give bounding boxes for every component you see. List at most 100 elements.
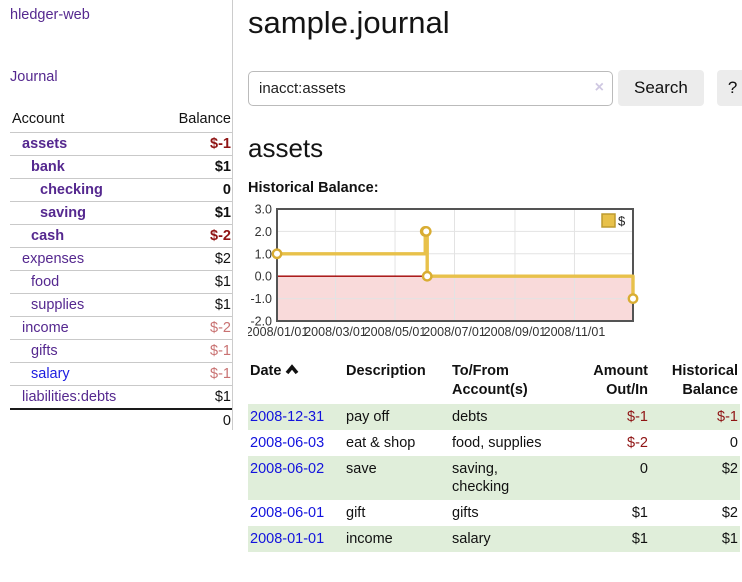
transaction-row: 2008-06-01 gift gifts $1 $2 [248,500,740,526]
y-tick-label: -1.0 [250,292,272,306]
account-row: assets $-1 [10,132,232,156]
transaction-date-cell: 2008-06-01 [248,500,344,526]
historical-balance-chart: $3.0 2.0 1.0 0.0 -1.0 -2.0 2008/01/01 2008/03/0… [246,201,742,343]
transaction-balance: 0 [729,435,738,451]
account-balance: $1 [155,270,232,294]
transaction-amount: 0 [639,461,648,477]
help-button[interactable]: ? [716,70,742,106]
register-col-description: Description [346,363,426,379]
account-link[interactable]: gifts [31,343,58,359]
account-link[interactable]: liabilities:debts [22,389,117,405]
account-row: salary $-1 [10,362,232,386]
search-form: × Search ? [248,70,742,106]
transaction-description: income [346,531,393,547]
account-row: expenses $2 [10,247,232,271]
accounts-total-row: 0 [10,408,232,432]
account-row: bank $1 [10,155,232,179]
account-link[interactable]: assets [22,136,68,152]
register-col-date[interactable]: Date [248,360,344,404]
transaction-accounts: saving, checking [452,461,510,495]
account-row: cash $-2 [10,224,232,248]
y-tick-label: 2.0 [255,225,272,239]
register-header-row: Date Description To/From Account(s) Amount … [248,360,740,404]
y-tick-label: 0.0 [255,270,272,284]
search-input[interactable] [248,70,613,106]
account-balance: 0 [155,178,232,202]
account-row: income $-2 [10,316,232,340]
transaction-date-cell: 2008-01-01 [248,526,344,552]
transaction-date-link[interactable]: 2008-01-01 [250,531,325,547]
register-col-amount: Amount Out/In [593,363,648,398]
transaction-date-link[interactable]: 2008-06-01 [250,505,325,521]
main-content: sample.journal × Search ? assets Histori… [246,0,742,552]
account-row: supplies $1 [10,293,232,317]
accounts-total-spacer [10,408,156,432]
transaction-date-link[interactable]: 2008-06-03 [250,435,325,451]
clear-search-icon[interactable]: × [594,78,604,96]
transaction-date-cell: 2008-06-02 [248,456,344,500]
account-link[interactable]: bank [31,159,65,175]
x-tick-label: 2008/07/01 [423,325,486,339]
page-title: sample.journal [248,5,450,40]
transaction-accounts: gifts [452,505,479,521]
account-link[interactable]: expenses [22,251,85,267]
account-balance: $1 [155,155,232,179]
account-link[interactable]: saving [40,205,86,221]
account-balance: $-2 [155,316,232,340]
transaction-description: eat & shop [346,435,416,451]
account-link[interactable]: food [31,274,60,290]
journal-link[interactable]: Journal [10,69,58,85]
account-link[interactable]: income [22,320,69,336]
account-row: liabilities:debts $1 [10,385,232,409]
transaction-date-link[interactable]: 2008-12-31 [250,409,325,425]
transaction-row: 2008-06-03 eat & shop food, supplies $-2 0 [248,430,740,456]
data-point-marker [421,270,433,282]
account-balance: $2 [155,247,232,271]
account-link[interactable]: supplies [31,297,85,313]
data-point-marker [271,248,283,260]
search-button[interactable]: Search [618,70,704,106]
transaction-amount: $-1 [627,409,648,425]
chart-legend: $ [601,213,626,229]
transaction-amount: $1 [631,531,648,547]
register-table: Date Description To/From Account(s) Amount … [248,360,740,552]
accounts-col-balance: Balance [178,111,231,127]
account-link[interactable]: checking [40,182,103,198]
data-point-marker [627,293,639,305]
account-balance: $1 [155,201,232,225]
transaction-balance: $1 [721,531,738,547]
account-balance: $1 [155,385,232,409]
transaction-row: 2008-01-01 income salary $1 $1 [248,526,740,552]
transaction-row: 2008-12-31 pay off debts $-1 $-1 [248,404,740,430]
plot-border [276,208,634,322]
y-tick-label: -2.0 [250,315,272,329]
transaction-balance: $2 [721,461,738,477]
account-link[interactable]: salary [31,366,70,382]
account-balance: $1 [155,293,232,317]
account-row: food $1 [10,270,232,294]
sidebar: hledger-web Journal Account Balance asse… [10,0,232,432]
x-tick-label: 2008/01/01 [248,325,308,339]
legend-swatch [601,213,616,228]
transaction-accounts: food, supplies [452,435,542,451]
sort-asc-icon [285,362,299,381]
account-balance: $-1 [155,339,232,363]
transaction-date-link[interactable]: 2008-06-02 [250,461,325,477]
register-col-to: To/From Account(s) [452,363,528,398]
account-link[interactable]: cash [31,228,65,244]
accounts-col-account: Account [12,111,65,127]
app-brand-link[interactable]: hledger-web [10,7,90,23]
account-balance: $-2 [155,224,232,248]
x-tick-label: 2008/11/01 [544,325,606,339]
transaction-amount: $-2 [627,435,648,451]
account-row: gifts $-1 [10,339,232,363]
y-tick-label: 3.0 [255,203,272,217]
accounts-total-value: 0 [155,408,232,432]
account-row: checking 0 [10,178,232,202]
x-tick-label: 2008/09/01 [484,325,547,339]
chart-svg: $3.0 2.0 1.0 0.0 -1.0 -2.02008/01/012008/03/0… [246,203,639,339]
account-heading: assets [248,133,324,163]
transaction-date-cell: 2008-06-03 [248,430,344,456]
legend-label: $ [618,214,626,229]
accounts-table: Account Balance assets $-1 bank $1 checking 0… [10,109,232,432]
